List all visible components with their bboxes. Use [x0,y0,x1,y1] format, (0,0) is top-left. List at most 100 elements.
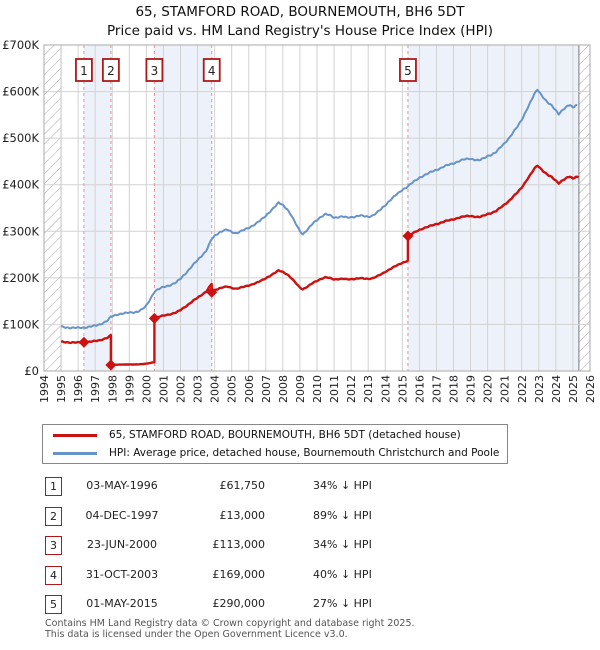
sale-date: 23-JUN-2000 [86,538,158,551]
table-row: 1 03-MAY-1996 £61,750 34% ↓ HPI [0,474,600,504]
sale-price: £61,750 [219,479,266,492]
x-axis-tick-label: 1994 [38,375,51,403]
sale-hpi-delta: 34% ↓ HPI [313,538,372,551]
table-row: 2 04-DEC-1997 £13,000 89% ↓ HPI [0,504,600,534]
x-axis-tick-label: 2020 [482,375,495,403]
sale-hpi-delta: 89% ↓ HPI [313,508,372,522]
x-axis-tick-label: 2015 [396,375,409,403]
sale-date: 01-MAY-2015 [86,597,158,610]
sale-number-label: 2 [107,64,115,78]
page-title: 65, STAMFORD ROAD, BOURNEMOUTH, BH6 5DT [135,4,465,20]
hpi-line [60,88,578,330]
sale-hpi-delta: 40% ↓ HPI [313,567,372,581]
sale-number-box [202,58,221,82]
sale-number-label: 3 [151,64,159,78]
price-chart: 1 2 3 4 5 £0 £100K £200K £300K £400K £500K £600K £70… [2,38,597,403]
y-axis-tick-label: £400K [2,178,39,192]
x-axis-tick-label: 2026 [584,375,597,403]
y-axis-tick-label: £700K [2,38,39,52]
x-axis-tick-label: 2003 [192,375,205,403]
x-axis-tick-label: 2011 [328,375,341,403]
plot-border [43,44,591,372]
chart-legend: 65, STAMFORD ROAD, BOURNEMOUTH, BH6 5DT … [42,424,508,464]
sale-hpi-delta: 27% ↓ HPI [313,597,372,610]
sale-number-badge: 3 [45,536,62,555]
table-row: 5 01-MAY-2015 £290,000 27% ↓ HPI [0,592,600,622]
legend-property-label: 65, STAMFORD ROAD, BOURNEMOUTH, BH6 5DT … [109,429,461,441]
sale-diamond-marker [402,230,414,242]
sale-date: 31-OCT-2003 [85,567,159,581]
sale-number-box [399,58,417,82]
sale-number-label: 4 [208,64,216,78]
sale-number-box [101,58,120,82]
x-axis-tick-label: 2006 [243,375,256,403]
x-axis-tick-label: 1998 [106,375,119,403]
x-axis-tick-label: 2004 [209,375,222,403]
sale-diamond-marker [105,359,117,371]
chart-canvas: 1 2 3 4 5 £0 £100K £200K £300K £400K £500K £600K £70… [2,38,597,403]
sale-number-badge: 5 [45,595,62,614]
x-axis-tick-label: 2001 [157,375,170,403]
footer-line2: This data is licensed under the Open Gov… [45,629,348,640]
x-axis-tick-label: 2019 [465,375,478,403]
y-axis-tick-label: £0 [24,364,39,378]
x-axis-tick-label: 2002 [175,375,188,403]
ownership-band [83,45,111,371]
x-axis-tick-label: 2000 [140,375,153,403]
property-price-line [60,164,580,367]
ownership-band [407,45,579,371]
sale-number-label: 5 [404,64,412,78]
sale-price: £113,000 [212,538,266,551]
x-axis-tick-label: 2007 [260,375,273,403]
no-data-hatch [44,45,62,371]
x-axis-tick-label: 2008 [277,375,290,403]
y-axis-tick-label: £200K [2,271,39,285]
x-axis-tick-label: 2010 [311,375,324,403]
sale-date: 04-DEC-1997 [85,508,159,522]
sale-number-box [145,58,164,82]
legend-item-property: 65, STAMFORD ROAD, BOURNEMOUTH, BH6 5DT … [43,428,507,443]
hpi-line-swatch [53,451,97,455]
x-axis-tick-label: 2013 [362,375,375,403]
sale-number-box [75,58,93,82]
x-axis-tick-label: 2017 [430,375,443,403]
property-line-swatch [53,433,97,437]
sale-diamond-marker [148,312,160,324]
sale-hpi-delta: 34% ↓ HPI [313,479,372,492]
x-axis-tick-label: 2005 [226,375,239,403]
legend-hpi-label: HPI: Average price, detached house, Bour… [109,447,500,459]
sale-price: £290,000 [212,597,266,610]
x-axis-tick-label: 1996 [72,375,85,403]
x-axis-tick-label: 2018 [448,375,461,403]
x-axis-tick-label: 2021 [499,375,512,403]
y-axis-tick-label: £600K [2,85,39,99]
legend-item-hpi: HPI: Average price, detached house, Bour… [43,446,507,461]
y-axis-tick-label: £100K [2,317,39,331]
table-row: 4 31-OCT-2003 £169,000 40% ↓ HPI [0,563,600,593]
x-axis-tick-label: 2012 [345,375,358,403]
sale-date: 03-MAY-1996 [86,479,158,492]
x-axis-tick-label: 2016 [413,375,426,403]
no-data-hatch [578,45,590,371]
x-axis-tick-label: 2009 [294,375,307,403]
sale-number-badge: 2 [45,506,62,526]
y-axis-tick-label: £500K [2,131,39,145]
footer-line1: Contains HM Land Registry data © Crown c… [45,618,415,629]
x-axis-tick-label: 1995 [55,375,68,403]
y-axis-tick-label: £300K [2,224,39,238]
sale-price: £13,000 [219,508,266,522]
x-axis-tick-label: 2025 [567,375,580,403]
x-axis-tick-label: 2014 [379,375,392,403]
x-axis-tick-label: 1999 [123,375,136,403]
x-axis-tick-label: 2022 [516,375,529,403]
footer: Contains HM Land Registry data © Crown c… [45,618,585,640]
table-row: 3 23-JUN-2000 £113,000 34% ↓ HPI [0,533,600,563]
page-subtitle: Price paid vs. HM Land Registry's House … [107,23,493,39]
x-axis-tick-label: 2023 [533,375,546,403]
sale-price: £169,000 [212,567,266,581]
sale-diamond-marker [206,286,218,298]
sale-number-badge: 1 [45,477,62,496]
x-axis-tick-label: 2024 [550,375,563,403]
sale-number-label: 1 [80,64,88,78]
